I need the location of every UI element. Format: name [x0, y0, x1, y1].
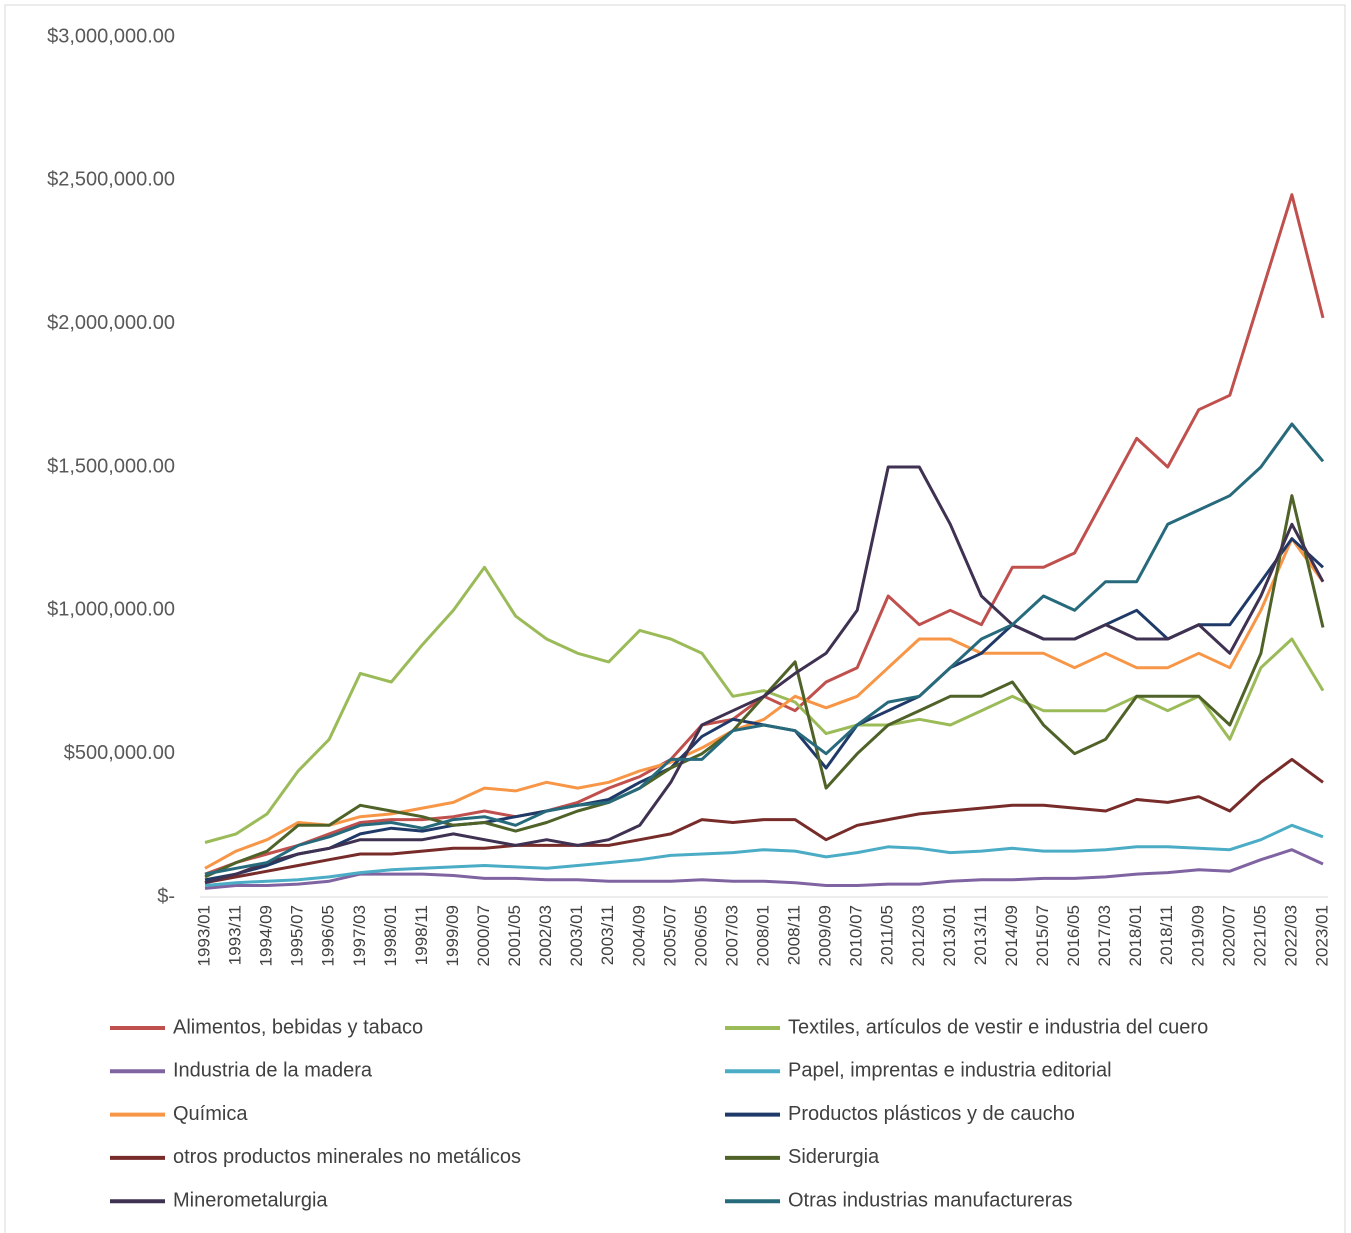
- legend-label: Siderurgia: [788, 1146, 880, 1168]
- series-line: [204, 537, 1325, 882]
- y-tick-label: $-: [157, 885, 175, 907]
- x-tick-label: 2019/09: [1188, 905, 1207, 966]
- legend-label: Química: [173, 1103, 248, 1125]
- series-line: [204, 757, 1324, 885]
- x-tick-label: 2008/11: [785, 905, 804, 965]
- legend-label: Otras industrias manufactureras: [788, 1189, 1073, 1211]
- chart-border: [4, 4, 1346, 1233]
- x-tick-label: 1998/01: [381, 905, 400, 966]
- x-tick-label: 1995/07: [288, 905, 307, 966]
- x-tick-label: 2008/01: [753, 905, 772, 966]
- y-tick-label: $2,000,000.00: [47, 312, 175, 334]
- x-tick-label: 2020/07: [1219, 905, 1238, 966]
- x-tick-label: 2013/11: [971, 905, 990, 965]
- x-tick-label: 2009/09: [816, 905, 835, 966]
- legend-label: Papel, imprentas e industria editorial: [788, 1060, 1112, 1082]
- x-tick-label: 2003/11: [598, 905, 617, 965]
- series-line: [204, 422, 1325, 876]
- legend-label: Productos plásticos y de caucho: [788, 1103, 1075, 1125]
- legend-label: Alimentos, bebidas y tabaco: [173, 1016, 423, 1038]
- series-line: [204, 537, 1325, 870]
- x-tick-label: 2012/03: [909, 905, 928, 966]
- series-line: [204, 465, 1325, 885]
- series-line: [204, 848, 1324, 890]
- x-tick-label: 2021/05: [1250, 905, 1269, 966]
- x-tick-label: 2001/05: [505, 905, 524, 966]
- x-tick-label: 1999/09: [443, 905, 462, 966]
- x-tick-label: 2018/01: [1126, 905, 1145, 966]
- x-tick-label: 2014/09: [1002, 905, 1021, 966]
- legend-label: otros productos minerales no metálicos: [173, 1146, 521, 1168]
- y-tick-label: $1,500,000.00: [47, 455, 175, 477]
- legend-label: Industria de la madera: [173, 1060, 373, 1082]
- x-tick-label: 2010/07: [847, 905, 866, 966]
- series-line: [204, 823, 1324, 887]
- x-tick-label: 2023/01: [1312, 905, 1331, 966]
- x-tick-label: 2022/03: [1281, 905, 1300, 966]
- y-tick-label: $3,000,000.00: [47, 25, 175, 47]
- x-tick-label: 1993/01: [194, 905, 213, 966]
- y-tick-label: $2,500,000.00: [47, 169, 175, 191]
- x-tick-label: 2007/03: [722, 905, 741, 966]
- x-tick-label: 1994/09: [257, 905, 276, 966]
- y-tick-label: $1,000,000.00: [47, 599, 175, 621]
- x-tick-label: 2006/05: [691, 905, 710, 966]
- x-tick-label: 2000/07: [474, 905, 493, 966]
- x-tick-label: 2015/07: [1033, 905, 1052, 966]
- x-tick-label: 1998/11: [412, 905, 431, 965]
- legend-label: Textiles, artículos de vestir e industri…: [788, 1016, 1208, 1038]
- y-tick-label: $500,000.00: [64, 742, 175, 764]
- legend-label: Minerometalurgia: [173, 1189, 328, 1211]
- x-tick-label: 2003/01: [567, 905, 586, 966]
- x-tick-label: 1997/03: [350, 905, 369, 966]
- x-tick-label: 2004/09: [629, 905, 648, 966]
- x-tick-label: 2011/05: [878, 905, 897, 965]
- x-tick-label: 2002/03: [536, 905, 555, 966]
- x-tick-label: 2016/05: [1064, 905, 1083, 966]
- x-tick-label: 2005/07: [660, 905, 679, 966]
- series-line: [204, 193, 1325, 876]
- x-tick-label: 2017/03: [1095, 905, 1114, 966]
- x-tick-label: 2018/11: [1157, 905, 1176, 965]
- x-tick-label: 2013/01: [940, 905, 959, 966]
- x-tick-label: 1996/05: [319, 905, 338, 966]
- x-tick-label: 1993/11: [226, 905, 245, 965]
